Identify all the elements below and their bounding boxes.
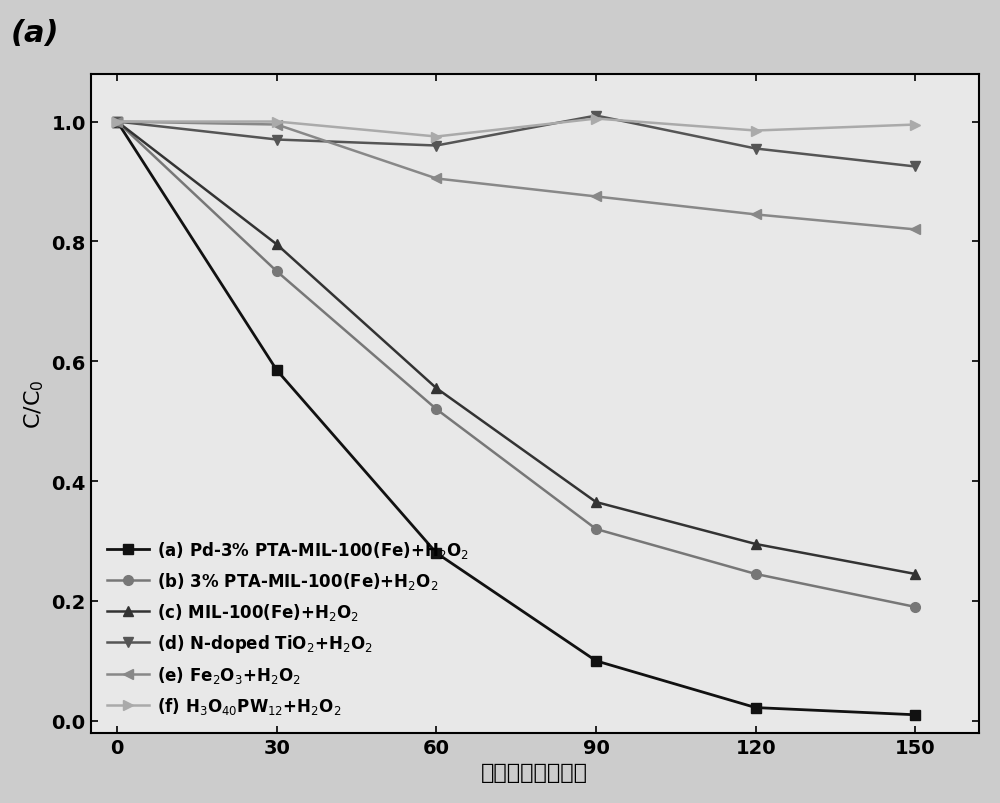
(f) H$_3$O$_{40}$PW$_{12}$+H$_2$O$_2$ — [750, 127, 762, 137]
(a) Pd-3% PTA-MIL-100(Fe)+H$_2$O$_2$ — [909, 710, 921, 719]
(f) H$_3$O$_{40}$PW$_{12}$+H$_2$O$_2$ — [271, 117, 283, 127]
(f) H$_3$O$_{40}$PW$_{12}$+H$_2$O$_2$ — [909, 120, 921, 130]
(f) H$_3$O$_{40}$PW$_{12}$+H$_2$O$_2$ — [590, 115, 602, 124]
(e) Fe$_2$O$_3$+H$_2$O$_2$ — [111, 117, 123, 127]
(d) N-doped TiO$_2$+H$_2$O$_2$ — [590, 112, 602, 121]
(c) MIL-100(Fe)+H$_2$O$_2$ — [271, 240, 283, 250]
(e) Fe$_2$O$_3$+H$_2$O$_2$ — [909, 226, 921, 235]
(b) 3% PTA-MIL-100(Fe)+H$_2$O$_2$ — [750, 569, 762, 579]
(d) N-doped TiO$_2$+H$_2$O$_2$ — [111, 117, 123, 127]
Line: (c) MIL-100(Fe)+H$_2$O$_2$: (c) MIL-100(Fe)+H$_2$O$_2$ — [112, 117, 920, 579]
Line: (e) Fe$_2$O$_3$+H$_2$O$_2$: (e) Fe$_2$O$_3$+H$_2$O$_2$ — [112, 117, 920, 235]
(c) MIL-100(Fe)+H$_2$O$_2$ — [590, 498, 602, 507]
(f) H$_3$O$_{40}$PW$_{12}$+H$_2$O$_2$ — [111, 117, 123, 127]
(c) MIL-100(Fe)+H$_2$O$_2$ — [111, 117, 123, 127]
Text: (a): (a) — [11, 19, 59, 48]
(b) 3% PTA-MIL-100(Fe)+H$_2$O$_2$ — [111, 117, 123, 127]
(b) 3% PTA-MIL-100(Fe)+H$_2$O$_2$ — [271, 267, 283, 277]
(d) N-doped TiO$_2$+H$_2$O$_2$ — [430, 141, 442, 151]
(b) 3% PTA-MIL-100(Fe)+H$_2$O$_2$ — [909, 602, 921, 612]
(e) Fe$_2$O$_3$+H$_2$O$_2$ — [750, 210, 762, 220]
(a) Pd-3% PTA-MIL-100(Fe)+H$_2$O$_2$ — [750, 703, 762, 712]
(d) N-doped TiO$_2$+H$_2$O$_2$ — [271, 136, 283, 145]
Legend: (a) Pd-3% PTA-MIL-100(Fe)+H$_2$O$_2$, (b) 3% PTA-MIL-100(Fe)+H$_2$O$_2$, (c) MIL: (a) Pd-3% PTA-MIL-100(Fe)+H$_2$O$_2$, (b… — [99, 531, 477, 724]
Line: (f) H$_3$O$_{40}$PW$_{12}$+H$_2$O$_2$: (f) H$_3$O$_{40}$PW$_{12}$+H$_2$O$_2$ — [112, 115, 920, 142]
(d) N-doped TiO$_2$+H$_2$O$_2$ — [750, 145, 762, 154]
(e) Fe$_2$O$_3$+H$_2$O$_2$ — [430, 174, 442, 184]
(c) MIL-100(Fe)+H$_2$O$_2$ — [430, 384, 442, 393]
(a) Pd-3% PTA-MIL-100(Fe)+H$_2$O$_2$ — [271, 366, 283, 376]
Line: (d) N-doped TiO$_2$+H$_2$O$_2$: (d) N-doped TiO$_2$+H$_2$O$_2$ — [112, 112, 920, 172]
(a) Pd-3% PTA-MIL-100(Fe)+H$_2$O$_2$ — [590, 656, 602, 666]
(e) Fe$_2$O$_3$+H$_2$O$_2$ — [590, 193, 602, 202]
(f) H$_3$O$_{40}$PW$_{12}$+H$_2$O$_2$ — [430, 132, 442, 142]
(b) 3% PTA-MIL-100(Fe)+H$_2$O$_2$ — [590, 524, 602, 534]
Line: (a) Pd-3% PTA-MIL-100(Fe)+H$_2$O$_2$: (a) Pd-3% PTA-MIL-100(Fe)+H$_2$O$_2$ — [112, 117, 920, 719]
(c) MIL-100(Fe)+H$_2$O$_2$ — [909, 569, 921, 579]
X-axis label: 光照时间（分钟）: 光照时间（分钟） — [481, 762, 588, 782]
(e) Fe$_2$O$_3$+H$_2$O$_2$ — [271, 120, 283, 130]
Line: (b) 3% PTA-MIL-100(Fe)+H$_2$O$_2$: (b) 3% PTA-MIL-100(Fe)+H$_2$O$_2$ — [112, 117, 920, 612]
(c) MIL-100(Fe)+H$_2$O$_2$ — [750, 540, 762, 549]
(b) 3% PTA-MIL-100(Fe)+H$_2$O$_2$ — [430, 405, 442, 414]
(a) Pd-3% PTA-MIL-100(Fe)+H$_2$O$_2$ — [430, 548, 442, 558]
(a) Pd-3% PTA-MIL-100(Fe)+H$_2$O$_2$ — [111, 117, 123, 127]
Y-axis label: C/C$_0$: C/C$_0$ — [22, 379, 46, 429]
(d) N-doped TiO$_2$+H$_2$O$_2$ — [909, 162, 921, 172]
